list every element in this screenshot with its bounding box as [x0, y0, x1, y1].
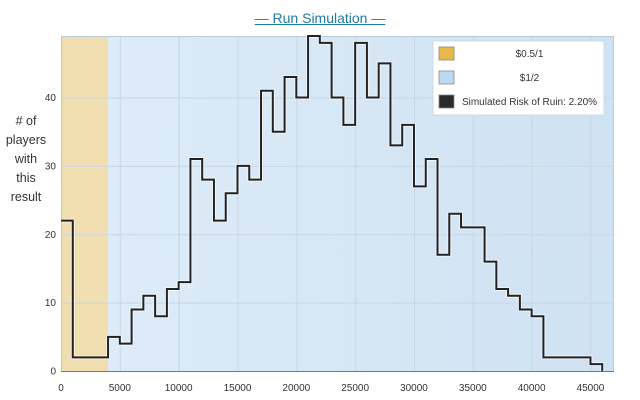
x-tick-label: 40000 — [518, 383, 546, 394]
histogram-bin — [402, 125, 414, 371]
histogram-bin — [190, 159, 202, 371]
y-tick-label: 30 — [45, 161, 57, 172]
legend-swatch — [438, 94, 455, 109]
histogram-line — [61, 35, 604, 371]
histogram-bin — [202, 180, 214, 371]
histogram-bin — [485, 262, 497, 371]
x-tick-label: 5000 — [109, 383, 132, 394]
histogram-bin — [543, 357, 555, 371]
x-tick-label: 35000 — [459, 383, 487, 394]
histogram-bin — [61, 221, 73, 371]
x-tick-label: 15000 — [224, 383, 252, 394]
x-tick-label: 0 — [58, 383, 64, 394]
y-tick-label: 0 — [50, 367, 56, 378]
legend-swatch — [438, 70, 455, 85]
x-tick-label: 30000 — [400, 383, 428, 394]
legend-label: Simulated Risk of Ruin: 2.20% — [462, 97, 597, 108]
histogram-bin — [332, 98, 344, 371]
histogram-bin — [261, 91, 273, 371]
histogram-bin — [273, 132, 285, 371]
legend-box — [432, 40, 605, 116]
histogram-bin — [555, 357, 567, 371]
histogram-bin — [355, 43, 367, 371]
y-axis-label: # of players with this result — [5, 114, 47, 204]
histogram-bin — [214, 221, 226, 371]
histogram-bin — [367, 98, 379, 371]
histogram-bin — [414, 186, 426, 371]
histogram-bin — [426, 159, 438, 371]
histogram-bin — [590, 364, 602, 371]
histogram-bin — [120, 344, 132, 371]
histogram-bin — [508, 296, 520, 371]
x-tick-label: 45000 — [577, 383, 605, 394]
x-tick-label: 10000 — [165, 383, 193, 394]
histogram-bin — [532, 316, 544, 371]
histogram-bin — [379, 63, 391, 371]
histogram-bin — [167, 289, 179, 371]
histogram-bin — [449, 214, 461, 371]
histogram-bin — [249, 180, 261, 371]
run-simulation-link[interactable]: — Run Simulation — — [254, 10, 386, 26]
histogram-bin — [285, 77, 297, 371]
histogram-bin — [343, 125, 355, 371]
histogram-bin — [496, 289, 508, 371]
histogram-bin — [85, 357, 97, 371]
histogram-bin — [320, 43, 332, 371]
histogram-bin — [237, 166, 249, 371]
histogram-bin — [567, 357, 579, 371]
histogram-bin — [296, 98, 308, 371]
histogram-bin — [473, 227, 485, 371]
histogram-bin — [438, 255, 450, 371]
histogram-bin — [579, 357, 591, 371]
legend-swatch — [438, 46, 455, 61]
legend-label: $1/2 — [520, 73, 540, 84]
legend-label: $0.5/1 — [516, 49, 544, 60]
histogram-bin — [155, 316, 167, 371]
histogram-bin — [132, 309, 144, 371]
histogram-bin — [226, 193, 238, 371]
y-tick-label: 40 — [45, 93, 57, 104]
histogram-bin — [143, 296, 155, 371]
y-tick-label: 20 — [45, 230, 57, 241]
histogram-bin — [96, 357, 108, 371]
region-stake-0-5-1 — [61, 36, 109, 371]
histogram-bin — [73, 357, 85, 371]
histogram-bin — [308, 36, 320, 371]
histogram-bin — [520, 309, 532, 371]
y-tick-label: 10 — [45, 298, 57, 309]
histogram-bin — [179, 282, 191, 371]
histogram-bin — [108, 337, 120, 371]
histogram-bin — [390, 145, 402, 371]
x-tick-label: 20000 — [282, 383, 310, 394]
x-tick-label: 25000 — [341, 383, 369, 394]
histogram-bin — [461, 227, 473, 371]
